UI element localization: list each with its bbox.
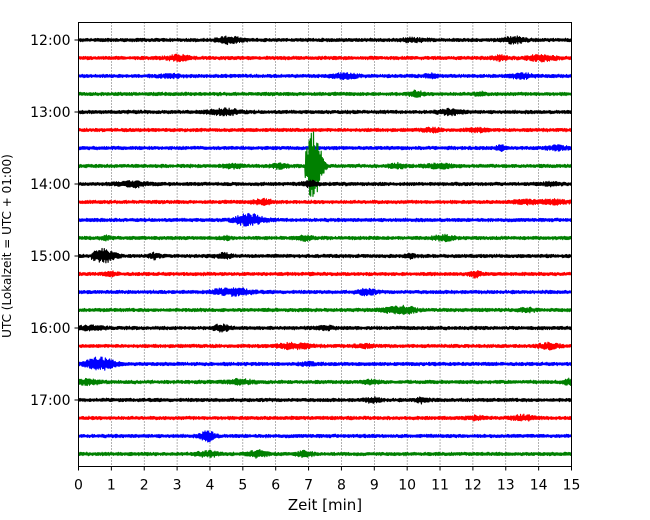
trace-1445	[77, 233, 573, 243]
trace-1315	[77, 126, 573, 134]
x-tick-label-6: 6	[271, 478, 280, 494]
x-tick-label-5: 5	[238, 478, 247, 494]
x-tick-label-11: 11	[431, 478, 449, 494]
x-tick-label-8: 8	[337, 478, 346, 494]
trace-1330	[77, 144, 573, 153]
trace-1545	[77, 304, 573, 316]
y-tick-label-13:00: 13:00	[30, 105, 70, 121]
trace-1300	[77, 107, 573, 117]
trace-1645	[77, 377, 573, 387]
x-tick-label-0: 0	[74, 478, 83, 494]
x-axis-label: Zeit [min]	[288, 496, 362, 514]
x-gridlines	[111, 22, 539, 467]
trace-1530	[77, 287, 573, 297]
trace-1215	[77, 53, 573, 63]
trace-1515	[77, 270, 573, 279]
trace-1600	[77, 323, 573, 333]
seismic-traces	[77, 35, 573, 459]
x-tick-label-10: 10	[398, 478, 416, 494]
y-tick-label-17:00: 17:00	[30, 393, 70, 409]
x-tick-label-2: 2	[140, 478, 149, 494]
trace-1700	[77, 396, 573, 405]
trace-1630	[77, 356, 573, 371]
y-axis-ticks: 12:00 13:00 14:00 15:00 16:00 17:00	[30, 33, 79, 409]
trace-1400	[77, 179, 573, 189]
y-tick-label-16:00: 16:00	[30, 321, 70, 337]
trace-1500	[77, 247, 573, 264]
x-tick-label-7: 7	[304, 478, 313, 494]
x-tick-label-13: 13	[497, 478, 515, 494]
trace-1730	[77, 430, 573, 443]
x-tick-label-1: 1	[107, 478, 116, 494]
trace-1345	[77, 131, 573, 197]
trace-1245	[77, 89, 573, 98]
x-tick-label-9: 9	[370, 478, 379, 494]
x-tick-label-15: 15	[563, 478, 581, 494]
y-tick-label-14:00: 14:00	[30, 177, 70, 193]
x-tick-label-4: 4	[206, 478, 215, 494]
y-tick-label-12:00: 12:00	[30, 33, 70, 49]
x-tick-label-12: 12	[464, 478, 482, 494]
trace-1230	[77, 71, 573, 81]
trace-1430	[77, 212, 573, 227]
y-axis-label: UTC (Lokalzeit = UTC + 01:00)	[0, 154, 14, 338]
x-tick-label-14: 14	[530, 478, 548, 494]
x-tick-label-3: 3	[173, 478, 182, 494]
y-tick-label-15:00: 15:00	[30, 249, 70, 265]
trace-1615	[77, 341, 573, 351]
trace-1715	[77, 413, 573, 422]
trace-1415	[77, 197, 573, 206]
trace-1745	[77, 449, 573, 459]
plot-frame	[78, 22, 572, 467]
trace-1200	[77, 35, 573, 46]
x-axis-ticks: 0 1 2 3 4 5 6 7 8 9 10 11 12 13 14 15	[74, 466, 581, 494]
